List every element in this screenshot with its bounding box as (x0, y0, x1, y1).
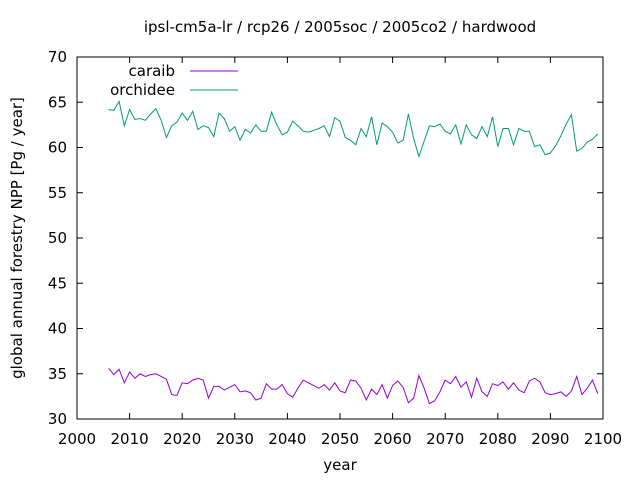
y-tick-label: 40 (48, 320, 67, 338)
series-group (108, 99, 599, 405)
y-tick-label: 60 (48, 139, 67, 157)
y-tick-label: 30 (48, 410, 67, 428)
plot-area (76, 56, 604, 420)
chart-title: ipsl-cm5a-lr / rcp26 / 2005soc / 2005co2… (144, 18, 536, 36)
y-tick-label: 50 (48, 229, 67, 247)
series-line-orchidee (108, 99, 599, 159)
x-tick-label: 2020 (163, 430, 201, 448)
x-axis-label: year (323, 456, 357, 474)
x-tick-label: 2010 (111, 430, 149, 448)
series-line-caraib (108, 368, 599, 405)
x-tick-label: 2060 (374, 430, 412, 448)
y-tick-label: 65 (48, 93, 67, 111)
y-tick-label: 55 (48, 184, 67, 202)
y-tick-label: 45 (48, 274, 67, 292)
x-tick-label: 2040 (268, 430, 306, 448)
x-tick-label: 2050 (321, 430, 359, 448)
y-axis-label: global annual forestry NPP [Pg / year] (8, 97, 26, 379)
x-tick-label: 2000 (58, 430, 96, 448)
x-tick-label: 2080 (479, 430, 517, 448)
legend-label-orchidee: orchidee (110, 81, 175, 99)
x-tick-label: 2100 (584, 430, 622, 448)
axis-ticks: 2000 2010 2020 2030 2040 2050 2060 2070 2080 2090… (48, 48, 622, 448)
y-tick-label: 35 (48, 365, 67, 383)
y-tick-label: 70 (48, 48, 67, 66)
x-tick-label: 2030 (216, 430, 254, 448)
plot-frame (76, 56, 604, 420)
legend-label-caraib: caraib (129, 62, 176, 80)
x-tick-label: 2090 (531, 430, 569, 448)
x-tick-label: 2070 (426, 430, 464, 448)
